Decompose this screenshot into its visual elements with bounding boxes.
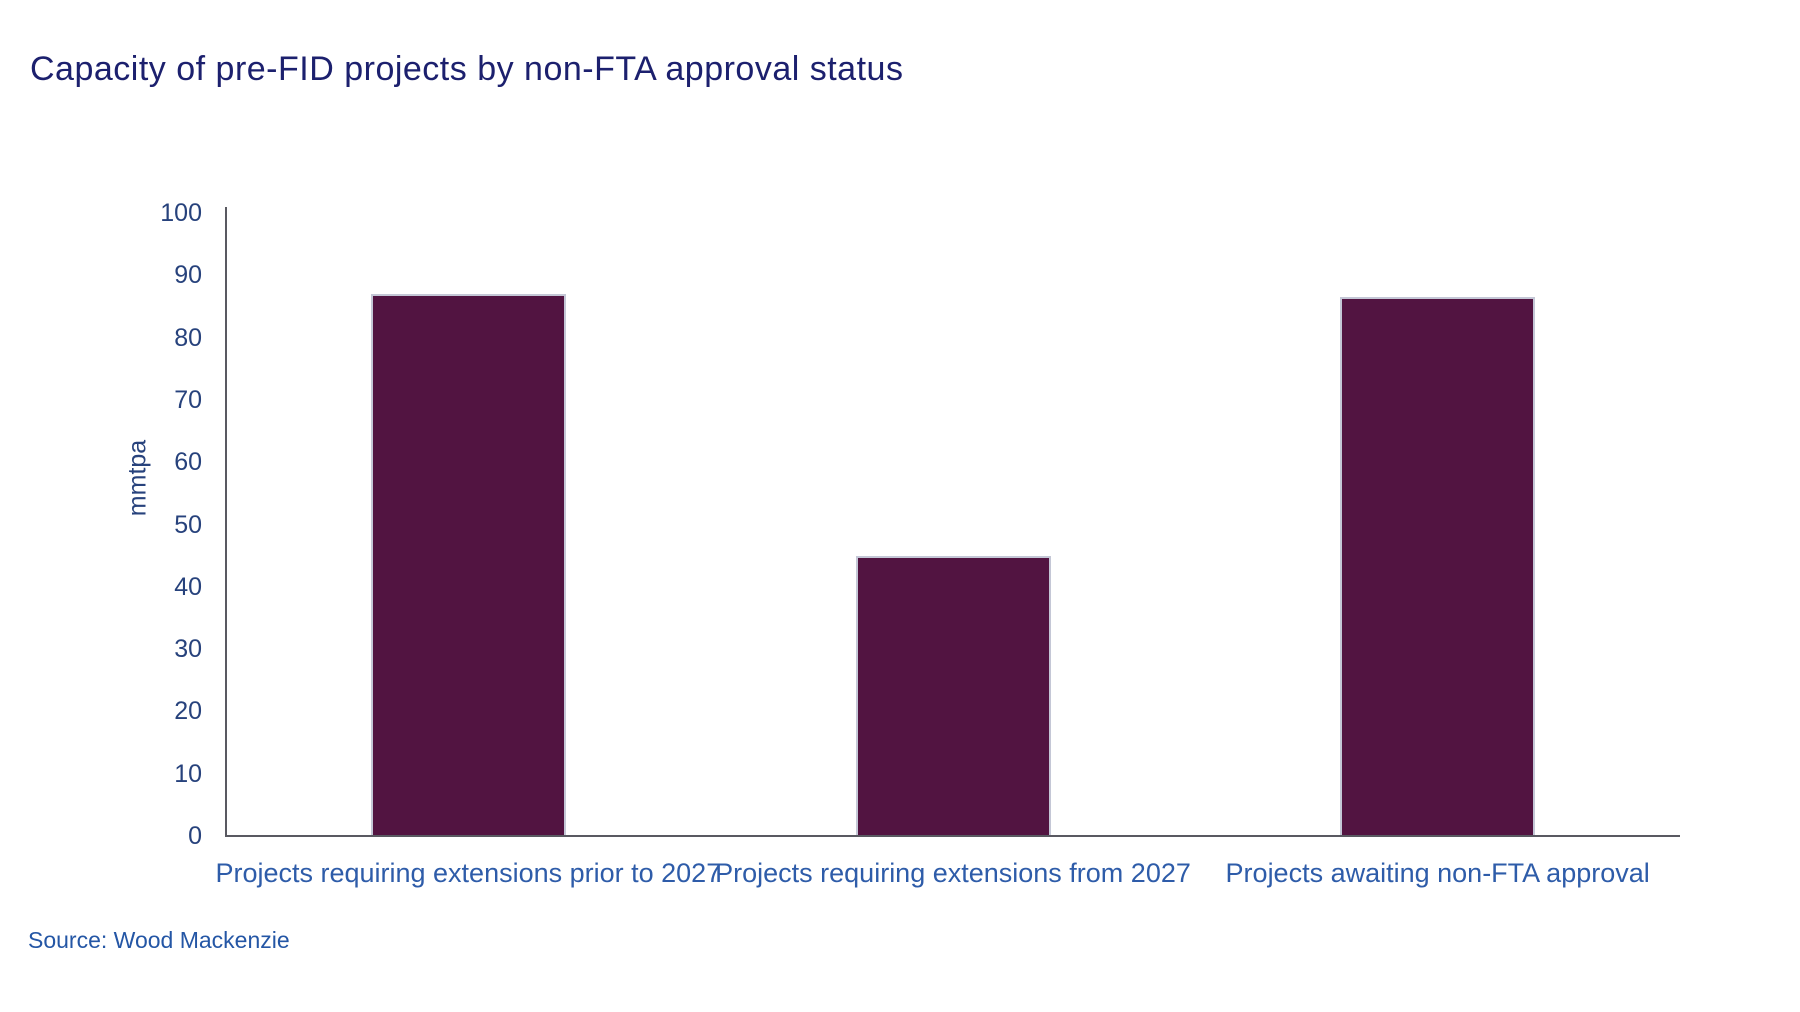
y-tick-label-50: 50 — [174, 510, 202, 539]
x-category-label-1: Projects requiring extensions prior to 2… — [215, 858, 722, 888]
y-tick-label-60: 60 — [174, 448, 202, 477]
y-axis-title: mmtpa — [123, 439, 152, 517]
bar-1 — [370, 293, 566, 836]
chart-title: Capacity of pre-FID projects by non-FTA … — [30, 50, 904, 88]
y-axis-line — [225, 207, 227, 837]
x-axis-line — [225, 835, 1680, 837]
y-tick-label-80: 80 — [174, 323, 202, 352]
y-tick-label-100: 100 — [160, 199, 202, 227]
y-tick-label-0: 0 — [188, 822, 202, 850]
y-tick-label-20: 20 — [174, 697, 202, 726]
x-category-label-3: Projects awaiting non-FTA approval — [1225, 858, 1650, 888]
y-tick-label-90: 90 — [174, 261, 202, 290]
y-tick-label-30: 30 — [174, 635, 202, 664]
y-tick-label-40: 40 — [174, 572, 202, 601]
x-category-label-2: Projects requiring extensions from 2027 — [715, 858, 1191, 888]
y-tick-label-70: 70 — [174, 385, 202, 414]
bar-2 — [855, 555, 1051, 836]
y-tick-label-10: 10 — [174, 759, 202, 788]
source-note: Source: Wood Mackenzie — [28, 927, 290, 953]
bar-3 — [1340, 297, 1536, 836]
